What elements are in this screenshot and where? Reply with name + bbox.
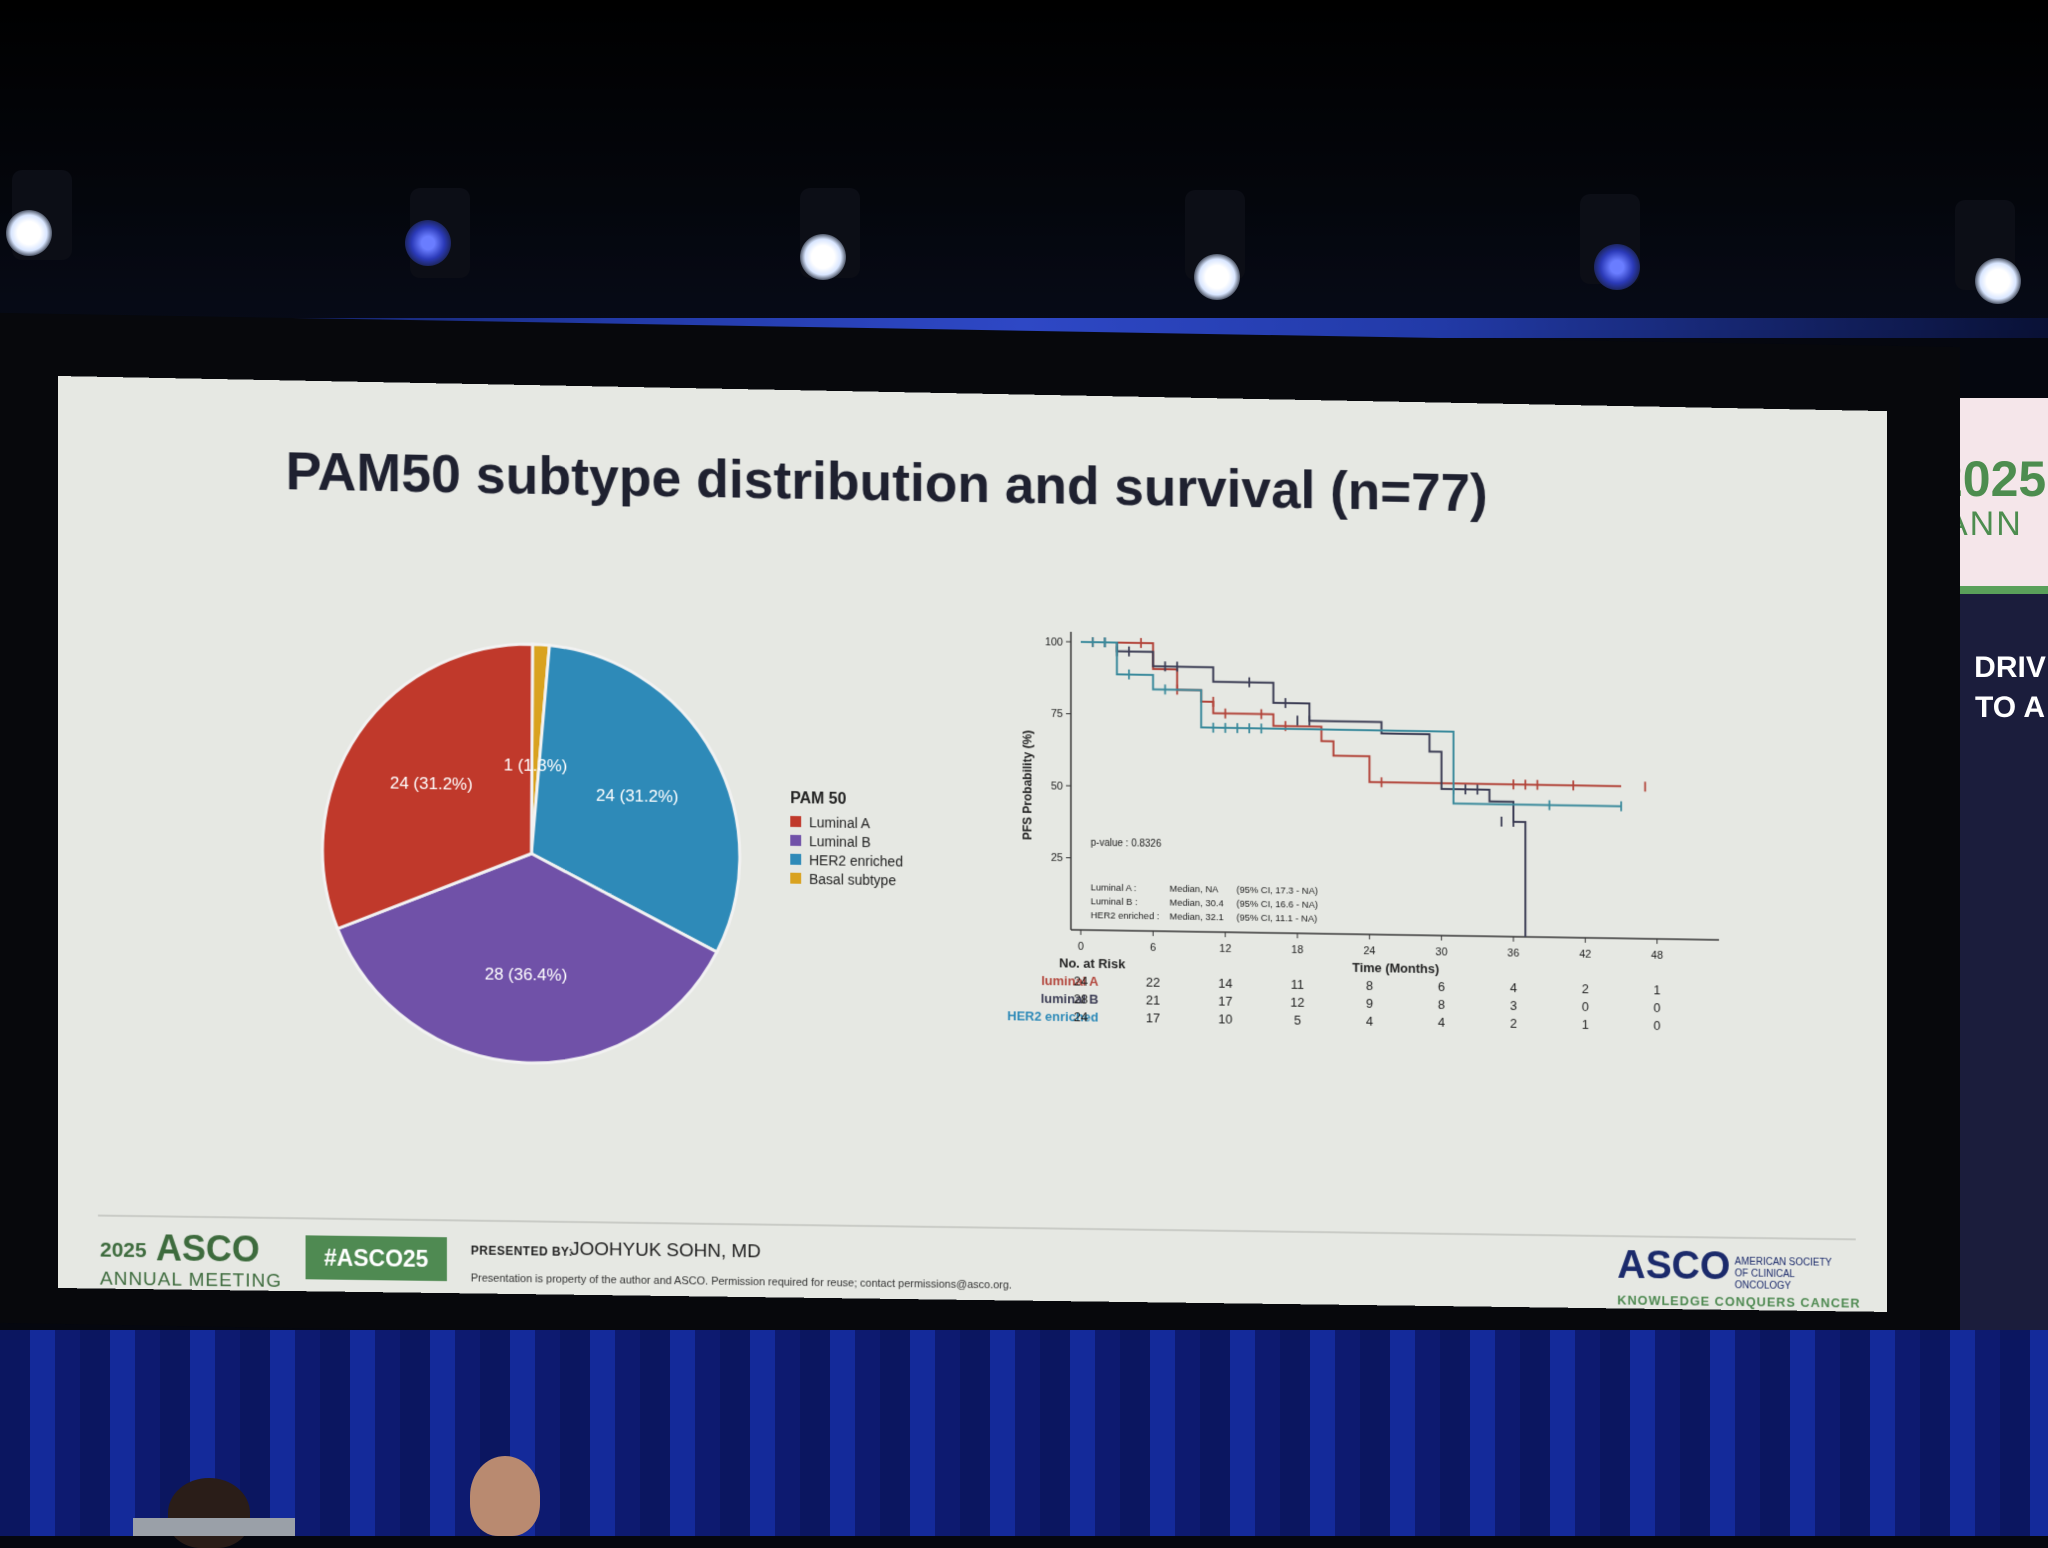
p-value: p-value : 0.8326 — [1091, 838, 1162, 850]
presenter-name: JOOHYUK SOHN, MD — [570, 1239, 761, 1263]
stage-light — [1975, 258, 2021, 304]
median-group-label: HER2 enriched : — [1091, 910, 1160, 922]
presented-by-label: PRESENTED BY: — [471, 1244, 573, 1259]
legend-swatch — [790, 873, 801, 884]
risk-cell: 4 — [1499, 980, 1528, 995]
risk-cell: 10 — [1210, 1011, 1240, 1026]
risk-cell: 6 — [1427, 979, 1456, 994]
slide-title: PAM50 subtype distribution and survival … — [286, 440, 1488, 524]
legend-label: Luminal A — [809, 814, 870, 831]
x-tick-label: 6 — [1150, 942, 1156, 954]
median-ci: (95% CI, 11.1 - NA) — [1236, 913, 1317, 925]
risk-cell: 14 — [1210, 976, 1240, 991]
pie-legend: PAM 50 Luminal A Luminal B HER2 enriched… — [790, 790, 903, 889]
risk-cell: 12 — [1283, 995, 1312, 1010]
risk-cell: 22 — [1138, 975, 1168, 990]
asco-tagline: KNOWLEDGE CONQUERS CANCER — [1617, 1293, 1860, 1311]
median-value: Median, NA — [1169, 884, 1219, 896]
y-tick-label: 75 — [1051, 708, 1063, 720]
risk-cell: 2 — [1571, 981, 1600, 996]
risk-cell: 9 — [1355, 996, 1384, 1011]
laptop — [133, 1518, 295, 1536]
median-value: Median, 30.4 — [1169, 898, 1223, 910]
risk-cell: 8 — [1427, 997, 1456, 1012]
audience-person — [168, 1478, 250, 1548]
x-tick-label: 42 — [1579, 949, 1591, 961]
risk-cell: 2 — [1499, 1016, 1528, 1031]
risk-cell: 28 — [1066, 991, 1096, 1006]
pie-chart-svg — [308, 625, 755, 1081]
risk-table-title: No. at Risk — [1059, 955, 1125, 971]
pie-slice-label: 1 (1.3%) — [504, 755, 568, 776]
risk-cell: 0 — [1642, 1018, 1671, 1033]
legend-title: PAM 50 — [790, 790, 903, 810]
risk-cell: 0 — [1571, 999, 1600, 1014]
x-tick-label: 36 — [1507, 947, 1519, 959]
median-ci: (95% CI, 16.6 - NA) — [1236, 899, 1318, 911]
x-tick-label: 30 — [1435, 946, 1447, 958]
x-tick-label: 12 — [1219, 943, 1231, 955]
presentation-slide: PAM50 subtype distribution and survival … — [58, 376, 1887, 1312]
risk-cell: 11 — [1283, 977, 1312, 992]
x-axis — [1071, 930, 1719, 940]
risk-cell: 1 — [1642, 982, 1671, 997]
legend-swatch — [790, 835, 801, 846]
risk-cell: 1 — [1571, 1017, 1600, 1032]
legend-item-luminal-b: Luminal B — [790, 831, 903, 852]
risk-cell: 24 — [1066, 973, 1096, 988]
risk-cell: 4 — [1355, 1014, 1384, 1029]
footer-disclaimer: Presentation is property of the author a… — [471, 1272, 1012, 1291]
median-group-label: Luminal A : — [1091, 882, 1137, 894]
stage-light — [1594, 244, 1640, 290]
pie-slice-label: 24 (31.2%) — [596, 786, 679, 807]
legend-label: Luminal B — [809, 833, 871, 850]
stage-light — [800, 234, 846, 280]
hashtag-badge: #ASCO25 — [306, 1235, 447, 1281]
stage-ceiling — [0, 0, 2048, 330]
asco-logo: ASCO — [1617, 1243, 1730, 1289]
legend-label: HER2 enriched — [809, 852, 903, 869]
legend-item-her2: HER2 enriched — [790, 850, 903, 871]
x-tick-label: 24 — [1363, 945, 1375, 957]
risk-cell: 17 — [1210, 993, 1240, 1008]
y-tick-label: 100 — [1045, 636, 1063, 648]
risk-cell: 3 — [1499, 998, 1528, 1013]
y-tick-label: 50 — [1051, 780, 1063, 792]
footer-asco-logo: ASCO — [156, 1227, 260, 1270]
risk-cell: 17 — [1138, 1010, 1168, 1025]
x-axis-label: Time (Months) — [1352, 960, 1439, 976]
asco-society-name: AMERICAN SOCIETY OF CLINICAL ONCOLOGY — [1735, 1257, 1842, 1294]
stage-light — [6, 210, 52, 256]
median-ci: (95% CI, 17.3 - NA) — [1236, 885, 1318, 897]
pie-slice-label: 24 (31.2%) — [390, 773, 473, 794]
risk-cell: 5 — [1283, 1012, 1312, 1027]
median-value: Median, 32.1 — [1169, 911, 1223, 923]
x-tick-label: 0 — [1078, 941, 1084, 953]
stage-light — [1194, 254, 1240, 300]
pie-chart — [308, 625, 755, 1081]
risk-cell: 0 — [1642, 1000, 1671, 1015]
y-tick-label: 25 — [1051, 852, 1063, 864]
legend-swatch — [790, 854, 801, 865]
legend-label: Basal subtype — [809, 870, 896, 887]
risk-cell: 21 — [1138, 992, 1168, 1007]
presenter-person — [470, 1456, 540, 1536]
risk-cell: 8 — [1355, 978, 1384, 993]
right-banner-tagline: DRIV TO A — [1965, 648, 2048, 728]
risk-cell: 24 — [1066, 1009, 1096, 1024]
stage-curtain — [0, 1330, 2048, 1536]
footer-year: 2025 — [100, 1239, 147, 1264]
km-curve-luminal-a — [1081, 642, 1621, 786]
x-tick-label: 48 — [1651, 950, 1663, 962]
x-tick-label: 18 — [1291, 944, 1303, 956]
legend-item-luminal-a: Luminal A — [790, 812, 903, 833]
risk-cell: 4 — [1427, 1015, 1456, 1030]
legend-swatch — [790, 816, 801, 827]
y-axis-label: PFS Probability (%) — [1021, 730, 1035, 840]
median-group-label: Luminal B : — [1091, 896, 1138, 908]
pie-slice-label: 28 (36.4%) — [485, 964, 568, 985]
stage-light — [405, 220, 451, 266]
legend-item-basal: Basal subtype — [790, 869, 903, 890]
